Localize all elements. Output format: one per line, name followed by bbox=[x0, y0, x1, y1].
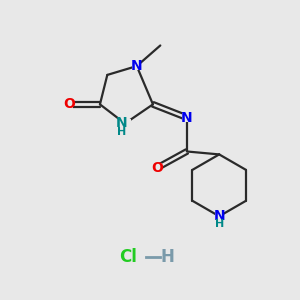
Text: N: N bbox=[181, 111, 193, 124]
Text: Cl: Cl bbox=[119, 248, 137, 266]
Bar bbox=[119, 119, 131, 128]
Bar bbox=[132, 62, 141, 70]
Bar bbox=[153, 163, 162, 172]
Bar bbox=[215, 212, 224, 221]
Text: O: O bbox=[63, 98, 75, 111]
Text: H: H bbox=[214, 220, 224, 230]
Text: N: N bbox=[116, 116, 128, 130]
Bar bbox=[118, 129, 126, 137]
Text: H: H bbox=[161, 248, 175, 266]
Text: N: N bbox=[131, 59, 142, 73]
Text: N: N bbox=[213, 209, 225, 223]
Text: O: O bbox=[152, 161, 163, 175]
Text: H: H bbox=[117, 127, 127, 137]
Bar bbox=[182, 113, 191, 122]
Bar bbox=[64, 100, 74, 109]
Bar bbox=[215, 221, 223, 229]
